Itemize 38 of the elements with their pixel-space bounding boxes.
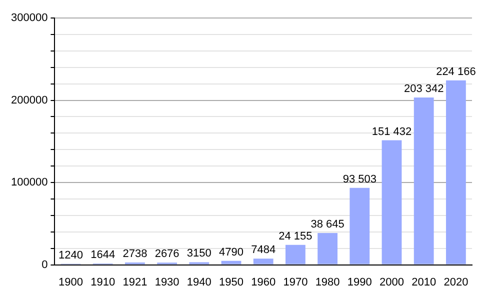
x-tick-label: 1921 (122, 276, 148, 288)
bar (350, 188, 370, 264)
bar (286, 244, 306, 264)
y-tick-label: 100000 (10, 176, 48, 189)
bar (382, 140, 402, 264)
y-tick-label: 0 (42, 258, 48, 271)
y-tick-label: 300000 (10, 12, 48, 24)
data-label: 2738 (122, 248, 148, 260)
data-label: 203 342 (404, 83, 444, 96)
bar (414, 98, 434, 264)
data-label: 93 503 (342, 173, 376, 186)
data-label: 38 645 (310, 218, 344, 231)
x-tick-label: 1970 (283, 276, 308, 288)
x-tick-label: 2020 (444, 276, 468, 288)
x-tick-label: 2000 (380, 276, 404, 288)
x-tick-label: 1960 (251, 276, 276, 288)
x-tick-label: 2010 (412, 276, 436, 288)
x-tick-label: 1930 (154, 276, 180, 288)
data-label: 3150 (186, 248, 212, 260)
data-label: 2676 (154, 248, 180, 260)
data-label: 4790 (219, 246, 244, 258)
data-label: 24 155 (278, 230, 312, 242)
data-label: 7484 (251, 244, 276, 256)
x-tick-label: 1950 (219, 276, 244, 288)
x-tick-label: 1940 (186, 276, 212, 288)
x-tick-label: 1990 (347, 276, 372, 288)
x-tick-label: 1900 (58, 276, 83, 288)
data-label: 1240 (58, 249, 83, 262)
bar (253, 258, 274, 264)
bar (446, 80, 466, 264)
data-label: 151 432 (372, 126, 412, 138)
bar (221, 260, 242, 264)
data-label: 1644 (90, 248, 116, 261)
y-tick-label: 200000 (10, 94, 48, 106)
x-tick-label: 1980 (315, 276, 340, 288)
data-label: 224 166 (436, 66, 476, 78)
x-tick-label: 1910 (90, 276, 116, 288)
bar (318, 233, 338, 264)
